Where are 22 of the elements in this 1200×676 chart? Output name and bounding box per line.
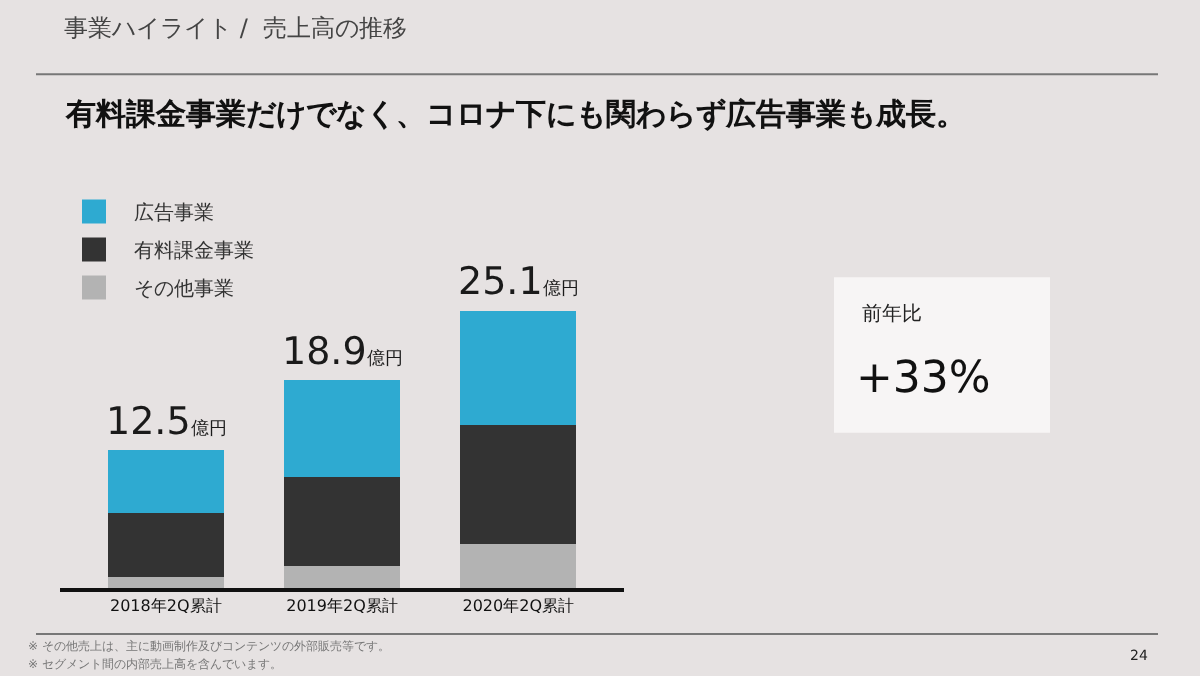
bar [107, 577, 224, 589]
bar [107, 449, 224, 514]
text: +33% [856, 354, 991, 404]
x-tick-label: 2020年2Q累計 [462, 597, 575, 616]
bar [460, 310, 577, 425]
chart-subtitle: 有料課金事業だけでなく、コロナ下にも関わらず広告事業も成長。 [64, 96, 966, 132]
annotation: 12.5億円 [106, 400, 227, 444]
legend-label: 有料課金事業 [134, 239, 254, 264]
bar [283, 565, 401, 589]
bar [107, 513, 224, 578]
bar [460, 424, 577, 544]
text: 前年比 [862, 302, 922, 326]
bar [460, 543, 577, 589]
annotation: 18.9億円 [282, 330, 403, 374]
annotation: 25.1億円 [458, 260, 579, 304]
bar [283, 477, 401, 566]
chart-title: 事業ハイライト / 売上高の推移 [64, 14, 407, 42]
legend-label: 広告事業 [134, 201, 214, 226]
x-tick-label: 2019年2Q累計 [286, 597, 398, 616]
bar [283, 380, 401, 478]
legend-label: その他事業 [134, 277, 234, 302]
x-tick-label: 2018年2Q累計 [110, 597, 222, 616]
